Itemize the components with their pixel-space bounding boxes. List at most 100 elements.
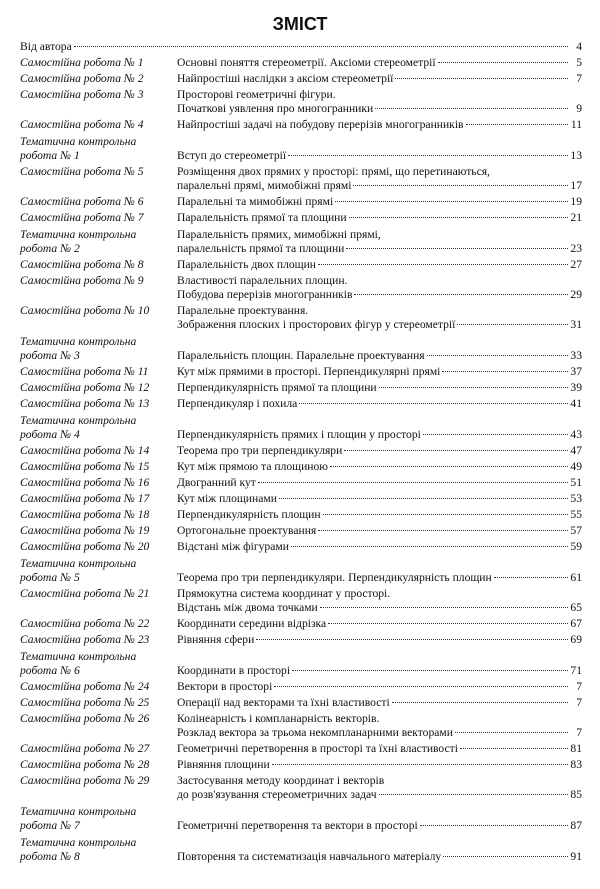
- toc-entry: Тематична контрольна робота № 5 Теорема пр…: [20, 557, 582, 585]
- entry-title: Застосування методу координат і векторів…: [177, 774, 582, 802]
- entry-label: Самостійна робота № 28: [20, 758, 177, 772]
- leader: [459, 748, 568, 749]
- entry-title: Колінеарність і компланарність векторів.…: [177, 712, 582, 740]
- toc-entry: Самостійна робота № 4 Найпростіші задачі …: [20, 118, 582, 132]
- label-line: Самостійна робота № 1: [20, 56, 144, 69]
- label-line: Тематична контрольна: [20, 650, 137, 663]
- label-line: Тематична контрольна: [20, 414, 137, 427]
- leader: [348, 217, 568, 218]
- page-number: 27: [570, 258, 582, 271]
- page-number: 61: [570, 571, 582, 584]
- title-line: Паралельність площин. Паралельне проекту…: [177, 349, 425, 362]
- title-line-last: Геометричні перетворення та вектори в пр…: [177, 819, 582, 833]
- label-line: Самостійна робота № 19: [20, 524, 150, 537]
- leader: [454, 732, 568, 733]
- toc-entry: Самостійна робота № 25 Операції над векто…: [20, 696, 582, 710]
- label-line: Самостійна робота № 11: [20, 365, 149, 378]
- title-line: Двогранний кут: [177, 476, 256, 489]
- leader: [278, 498, 568, 499]
- entry-label: Самостійна робота № 10: [20, 304, 177, 318]
- title-line: Просторові геометричні фігури.: [177, 88, 336, 101]
- label-line: Самостійна робота № 8: [20, 258, 144, 271]
- toc-entry: Самостійна робота № 12 Перпендикулярність…: [20, 381, 582, 395]
- leader: [290, 546, 568, 547]
- toc-entry: Самостійна робота № 5 Розміщення двох пря…: [20, 165, 582, 193]
- toc-entry: Самостійна робота № 15 Кут між прямою та …: [20, 460, 582, 474]
- entry-title: Геометричні перетворення та вектори в пр…: [177, 819, 582, 833]
- entry-label: Самостійна робота № 9: [20, 274, 177, 288]
- page-number: 7: [576, 680, 582, 693]
- title-line: Початкові уявлення про многогранники: [177, 102, 374, 115]
- label-line: Самостійна робота № 14: [20, 444, 150, 457]
- label-line: Самостійна робота № 24: [20, 680, 150, 693]
- entry-title: Перпендикулярність прямих і площин у про…: [177, 428, 582, 442]
- entry-title: Повторення та систематизація навчального…: [177, 850, 582, 864]
- toc-entry: Від автора 4: [20, 40, 582, 54]
- title-line-last: Початкові уявлення про многогранники 9: [177, 102, 582, 116]
- title-line-last: Перпендикулярність площин 55: [177, 508, 582, 522]
- toc-entry: Тематична контрольна робота № 7 Геометричн…: [20, 805, 582, 833]
- entry-title: Координати в просторі 71: [177, 664, 582, 678]
- toc-entry: Тематична контрольна робота № 6 Координати…: [20, 650, 582, 678]
- title-line-last: Перпендикуляр і похила 41: [177, 397, 582, 411]
- label-line: робота № 2: [20, 242, 80, 255]
- entry-title: Паралельність прямої та площини 21: [177, 211, 582, 225]
- toc-entry: Самостійна робота № 26 Колінеарність і ко…: [20, 712, 582, 740]
- page-number: 33: [570, 349, 582, 362]
- page-number: 4: [576, 40, 582, 53]
- entry-label: Самостійна робота № 22: [20, 617, 177, 631]
- page-number: 49: [570, 460, 582, 473]
- toc-entry: Самостійна робота № 3 Просторові геометри…: [20, 88, 582, 116]
- toc-entry: Самостійна робота № 29 Застосування метод…: [20, 774, 582, 802]
- entry-title: Перпендикулярність площин 55: [177, 508, 582, 522]
- label-line: Самостійна робота № 2: [20, 72, 144, 85]
- label-line: Тематична контрольна: [20, 335, 137, 348]
- title-line: Перпендикулярність прямої та площини: [177, 381, 377, 394]
- entry-label: Тематична контрольна робота № 6: [20, 650, 177, 678]
- title-line-last: Ортогональне проектування 57: [177, 524, 582, 538]
- title-line: Рівняння площини: [177, 758, 270, 771]
- title-line: Розклад вектора за трьома некомпланарним…: [177, 726, 453, 739]
- label-line: Самостійна робота № 16: [20, 476, 150, 489]
- leader: [329, 466, 568, 467]
- entry-title: Операції над векторами та їхні властивос…: [177, 696, 582, 710]
- title-line-last: Найпростіші задачі на побудову перерізів…: [177, 118, 582, 132]
- title-line: Вектори в просторі: [177, 680, 273, 693]
- title-line-last: Паралельність площин. Паралельне проекту…: [177, 349, 582, 363]
- entry-label: Самостійна робота № 24: [20, 680, 177, 694]
- label-line: робота № 5: [20, 571, 80, 584]
- title-line-last: Відстані між фігурами 59: [177, 540, 582, 554]
- leader: [271, 764, 568, 765]
- title-line-last: паралельні прямі, мимобіжні прямі 17: [177, 179, 582, 193]
- label-line: робота № 6: [20, 664, 80, 677]
- title-line-last: Кут між площинами 53: [177, 492, 582, 506]
- entry-title: Ортогональне проектування 57: [177, 524, 582, 538]
- toc-entry: Самостійна робота № 13 Перпендикуляр і по…: [20, 397, 582, 411]
- entry-title: Геометричні перетворення в просторі та ї…: [177, 742, 582, 756]
- entry-label: Самостійна робота № 1: [20, 56, 177, 70]
- entry-title: Паралельне проектування. Зображення плоск…: [177, 304, 582, 332]
- label-line: Тематична контрольна: [20, 836, 137, 849]
- entry-title: Кут між прямою та площиною 49: [177, 460, 582, 474]
- title-line-last: Розклад вектора за трьома некомпланарним…: [177, 726, 582, 740]
- label-line: Самостійна робота № 21: [20, 587, 150, 600]
- page-number: 41: [570, 397, 582, 410]
- entry-label: Самостійна робота № 17: [20, 492, 177, 506]
- title-line-last: Координати середини відрізка 67: [177, 617, 582, 631]
- title-line: Вступ до стереометрії: [177, 149, 287, 162]
- leader: [419, 825, 568, 826]
- page-number: 53: [570, 492, 582, 505]
- label-line: Тематична контрольна: [20, 557, 137, 570]
- page-number: 19: [570, 195, 582, 208]
- title-line-last: Основні поняття стереометрії. Аксіоми ст…: [177, 56, 582, 70]
- toc-entry: Тематична контрольна робота № 1 Вступ до с…: [20, 135, 582, 163]
- title-line-last: Побудова перерізів многогранників 29: [177, 288, 582, 302]
- title: ЗМІСТ: [272, 14, 328, 34]
- entry-label: Самостійна робота № 7: [20, 211, 177, 225]
- page-number: 37: [570, 365, 582, 378]
- entry-title: Паралельні та мимобіжні прямі 19: [177, 195, 582, 209]
- title-line: Перпендикуляр і похила: [177, 397, 298, 410]
- title-line-last: Теорема про три перпендикуляри. Перпенди…: [177, 571, 582, 585]
- page-number: 65: [570, 601, 582, 614]
- leader: [391, 702, 568, 703]
